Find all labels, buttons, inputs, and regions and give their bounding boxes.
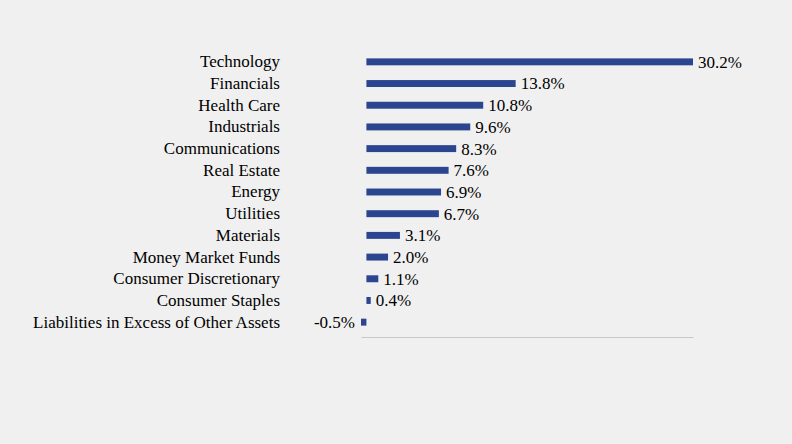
- chart: Technology Financials Health Care Industria…: [0, 0, 792, 444]
- data-label: 10.8%: [488, 96, 532, 115]
- tick: Industrials: [208, 117, 280, 136]
- bar: [366, 275, 378, 282]
- tick: Materials: [216, 226, 280, 245]
- data-label: -0.5%: [314, 313, 355, 332]
- tick: Health Care: [198, 96, 280, 115]
- category-label: Real Estate: [203, 161, 280, 180]
- data-label: 7.6%: [454, 161, 489, 180]
- category-label: Technology: [200, 52, 281, 71]
- bar: [366, 80, 515, 87]
- value-axis: [362, 337, 694, 338]
- tick: Consumer Discretionary: [113, 269, 280, 288]
- category-label: Financials: [210, 74, 280, 93]
- bars: [361, 58, 693, 325]
- tick: Utilities: [225, 204, 280, 223]
- bar: [366, 232, 400, 239]
- data-label: 13.8%: [521, 74, 565, 93]
- data-label: 1.1%: [383, 270, 418, 289]
- bar: [366, 254, 388, 261]
- tick: Communications: [164, 139, 280, 158]
- tick: Liabilities in Excess of Other Assets: [33, 313, 280, 332]
- category-label: Liabilities in Excess of Other Assets: [33, 313, 280, 332]
- bar: [366, 167, 448, 174]
- tick: Financials: [210, 74, 280, 93]
- category-label: Energy: [231, 182, 280, 201]
- data-label: 6.7%: [444, 205, 479, 224]
- category-label: Communications: [164, 139, 280, 158]
- category-label: Health Care: [198, 96, 280, 115]
- data-label: 6.9%: [446, 183, 481, 202]
- category-label: Industrials: [208, 117, 280, 136]
- bar: [366, 123, 470, 130]
- tick: Consumer Staples: [157, 291, 280, 310]
- bar: [366, 145, 456, 152]
- category-label: Consumer Staples: [157, 291, 280, 310]
- category-label: Money Market Funds: [133, 248, 280, 267]
- tick: Real Estate: [203, 161, 280, 180]
- data-label: 2.0%: [393, 248, 428, 267]
- data-label: 9.6%: [475, 118, 510, 137]
- bar: [366, 102, 483, 109]
- data-labels: 30.2% 13.8% 10.8% 9.6% 8.3% 7.6% 6.9% 6.7%3.1% 2…: [314, 53, 742, 332]
- data-label: 0.4%: [376, 291, 411, 310]
- category-label: Consumer Discretionary: [113, 269, 280, 288]
- bar: [366, 189, 441, 196]
- data-label: 30.2%: [698, 53, 742, 72]
- tick: Technology: [200, 52, 281, 71]
- bar: [361, 319, 366, 326]
- bar: [366, 210, 438, 217]
- data-label: 8.3%: [461, 140, 496, 159]
- category-label: Materials: [216, 226, 280, 245]
- category-axis: Technology Financials Health Care Industria…: [33, 52, 280, 331]
- axis-line: [362, 337, 694, 338]
- data-label: 3.1%: [405, 226, 440, 245]
- category-label: Utilities: [225, 204, 280, 223]
- tick: Money Market Funds: [133, 248, 280, 267]
- tick: Energy: [231, 182, 280, 201]
- bar: [366, 297, 370, 304]
- bar: [366, 58, 693, 65]
